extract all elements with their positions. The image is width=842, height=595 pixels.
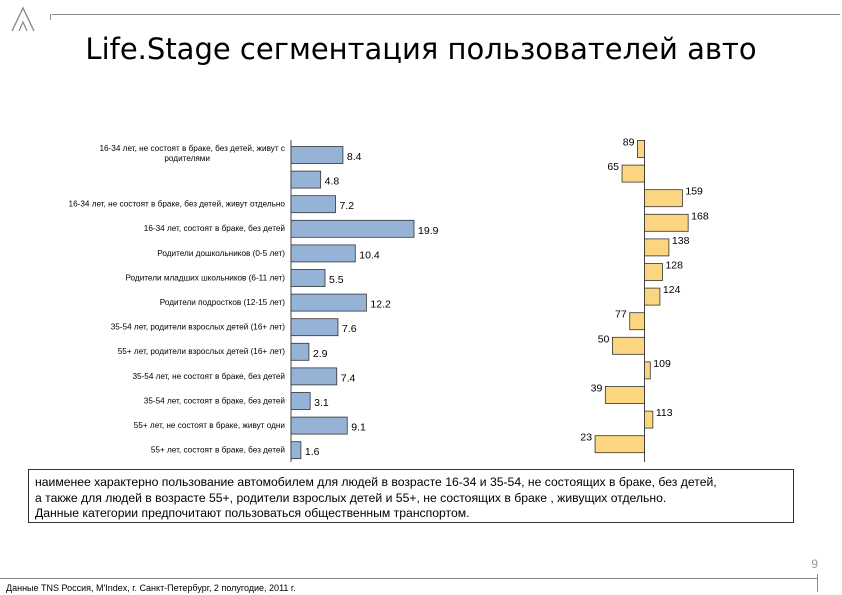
left-bar (290, 342, 310, 361)
left-bar (290, 269, 326, 287)
left-bar (290, 392, 311, 410)
right-bar (621, 164, 645, 183)
left-value-label: 8.4 (347, 151, 362, 163)
left-bar (290, 367, 338, 386)
note-line: а также для людей в возрасте 55+, родите… (35, 490, 667, 505)
left-bar (290, 244, 356, 263)
right-bar (644, 189, 683, 208)
category-label: 55+ лет, состоят в браке, без детей (151, 446, 285, 455)
note-line: Данные категории предпочитают пользовать… (35, 506, 470, 521)
right-value-label: 23 (580, 432, 592, 444)
category-label: Родители младших школьников (6-11 лет) (125, 273, 285, 282)
source-note: Данные TNS Россия, M'Index, г. Санкт-Пет… (6, 583, 296, 593)
left-value-label: 19.9 (418, 225, 439, 237)
right-value-label: 50 (598, 333, 610, 345)
footer-rule (0, 578, 818, 579)
right-value-label: 138 (672, 235, 690, 247)
left-bar (290, 219, 415, 238)
category-label-line: 16-34 лет, не состоят в браке, без детей… (99, 144, 285, 153)
right-value-label: 77 (615, 309, 627, 321)
right-value-label: 168 (691, 210, 709, 222)
right-bar (644, 238, 670, 257)
right-bar (644, 361, 651, 380)
category-label-line: родителями (164, 154, 210, 163)
right-value-label: 109 (653, 358, 671, 370)
category-label: Родители дошкольников (0-5 лет) (157, 249, 285, 258)
header-rule-tick (50, 14, 51, 20)
right-bar (629, 312, 645, 331)
right-value-label: 113 (656, 407, 673, 419)
right-value-label: 39 (591, 383, 603, 395)
left-bar (290, 146, 344, 164)
right-bar (644, 410, 654, 429)
footer-rule-tick (817, 574, 818, 592)
page-title: Life.Stage сегментация пользователей авт… (85, 32, 757, 66)
left-value-label: 1.6 (305, 446, 320, 458)
left-value-label: 4.8 (325, 176, 340, 188)
left-value-label: 7.4 (341, 372, 356, 384)
category-label: 35-54 лет, не состоят в браке, без детей (132, 372, 285, 381)
page-number: 9 (811, 557, 818, 571)
right-value-label: 128 (665, 260, 683, 272)
left-bar (290, 170, 322, 189)
left-value-label: 9.1 (351, 422, 366, 434)
right-value-label: 159 (685, 186, 703, 198)
left-bar (290, 195, 336, 214)
right-value-label: 124 (663, 284, 681, 296)
right-bar (594, 435, 645, 454)
left-bar (290, 441, 302, 460)
right-value-label: 89 (623, 137, 635, 149)
category-label: 16-34 лет, не состоят в браке, без детей… (99, 144, 285, 163)
right-value-label: 65 (607, 161, 619, 173)
category-label: 55+ лет, не состоят в браке, живут одни (134, 421, 285, 430)
left-value-label: 2.9 (313, 348, 328, 360)
left-value-label: 5.5 (329, 274, 344, 286)
category-label: 16-34 лет, состоят в браке, без детей (144, 224, 285, 233)
right-bar (644, 213, 689, 232)
right-bar (644, 263, 663, 281)
header-rule (52, 14, 840, 15)
left-value-label: 10.4 (359, 249, 380, 261)
category-label: 16-34 лет, не состоят в браке, без детей… (69, 200, 286, 209)
left-bar (290, 293, 367, 312)
left-value-label: 7.6 (342, 323, 357, 335)
left-value-label: 7.2 (340, 200, 355, 212)
note-line: наименее характерно пользование автомоби… (35, 475, 717, 489)
right-bar (604, 386, 645, 404)
category-label: 35-54 лет, родители взрослых детей (16+ … (111, 323, 286, 332)
category-label: 35-54 лет, состоят в браке, без детей (144, 396, 285, 405)
category-label: Родители подростков (12-15 лет) (160, 298, 286, 307)
left-bar (290, 318, 339, 337)
chart-area: 16-34 лет, не состоят в браке, без детей… (69, 137, 709, 462)
right-bar (644, 287, 661, 306)
note-box: наименее характерно пользование автомоби… (28, 469, 794, 523)
right-bar (612, 336, 645, 355)
logo-icon (11, 6, 35, 32)
left-value-label: 3.1 (314, 397, 329, 409)
right-bar (637, 140, 645, 158)
left-bar (290, 416, 348, 435)
left-value-label: 12.2 (370, 299, 391, 311)
category-label: 55+ лет, родители взрослых детей (16+ ле… (118, 347, 286, 356)
